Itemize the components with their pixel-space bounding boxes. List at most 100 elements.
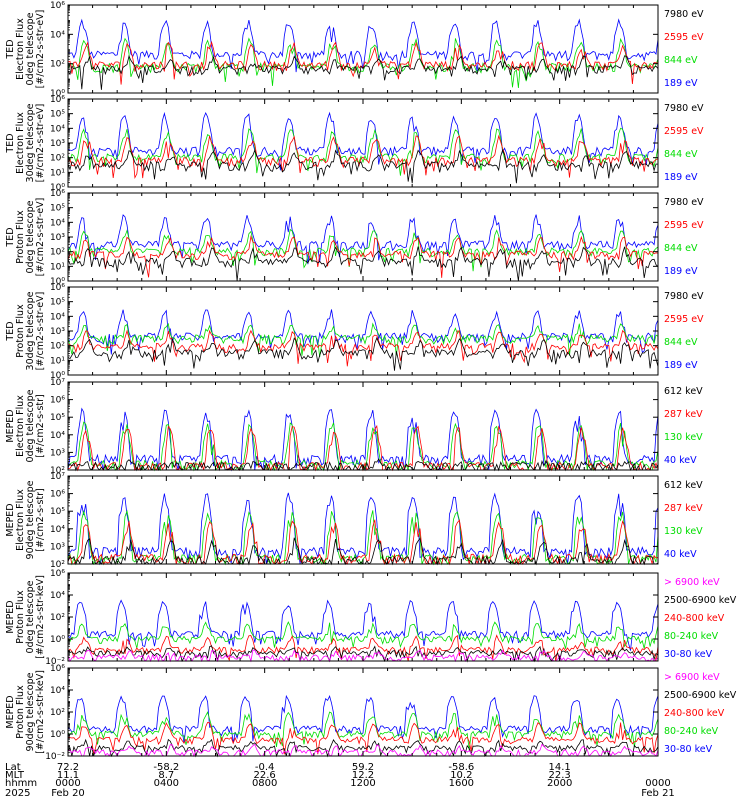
series-line-7980-eV [67, 336, 659, 371]
y-axis-label-line: Electron Flux [15, 18, 26, 80]
y-tick-label: 10⁴ [50, 124, 65, 134]
time-axis-lat-label: 14.1 [549, 762, 571, 773]
y-tick-label: 10² [50, 154, 65, 164]
y-axis-label-line: TED [5, 227, 16, 247]
y-tick-label: 10⁶ [50, 283, 65, 293]
panel-1: 10⁰ 10² 10⁴ 10⁶ TED Electron Flux 0deg telesco… [5, 1, 704, 99]
series-line-7980-eV [67, 148, 659, 184]
series-line-2595-eV [67, 235, 659, 278]
legend-entry: 844 eV [664, 149, 698, 160]
y-tick-label: 10¹ [50, 168, 65, 178]
series-line-189-eV [67, 111, 659, 171]
y-tick-label: 10⁰ [50, 89, 65, 99]
series-line-80-240-keV [67, 621, 659, 649]
time-axis-lat-label: 72.2 [57, 762, 79, 773]
series-line-130-keV [67, 509, 659, 566]
y-tick-label: 10⁴ [50, 431, 65, 441]
y-axis-label-line: [#/cm2-s-str-keV] [35, 670, 46, 754]
series-line-7980-eV [67, 246, 659, 282]
y-axis-label-line: Proton Flux [15, 590, 26, 644]
legend-entry: 612 keV [664, 386, 703, 397]
legend-entry: 30-80 keV [664, 649, 713, 660]
series-line-844-eV [67, 228, 659, 272]
series-line-2595-eV [67, 40, 659, 85]
y-tick-label: 10² [50, 613, 65, 623]
time-axis-mlt-label: 10.2 [450, 770, 472, 781]
y-axis-label-line: 0deg telescope [25, 580, 36, 653]
legend-entry: 2595 eV [664, 314, 704, 325]
y-tick-label: 10⁶ [50, 95, 65, 105]
series-line-844-eV [67, 127, 659, 176]
legend-entry: 7980 eV [664, 197, 704, 208]
legend-entry: > 6900 keV [664, 672, 720, 683]
y-tick-label: 10⁰ [50, 635, 65, 645]
legend-entry: 189 eV [664, 266, 698, 277]
time-axis-hhmm-label: 0000 [55, 778, 80, 789]
legend-entry: 30-80 keV [664, 744, 713, 755]
series-line-189-eV [67, 309, 659, 355]
y-tick-label: 10² [50, 560, 65, 570]
y-axis-label-line: Proton Flux [15, 210, 26, 264]
legend-entry: 612 keV [664, 480, 703, 491]
series-line-240-800-keV [67, 634, 659, 662]
y-tick-label: 10⁰ [50, 371, 65, 381]
y-axis-label-line: 90deg telescope [25, 672, 36, 751]
plot-frame [67, 381, 659, 471]
y-axis-label-line: 0deg telescope [25, 200, 36, 273]
legend-entry: 7980 eV [664, 9, 704, 20]
legend-entry: 2595 eV [664, 32, 704, 43]
y-tick-label: 10⁵ [50, 204, 65, 214]
time-axis-hhmm-label: 0400 [154, 778, 179, 789]
y-axis-label-line: [#/cm2-s-str-eV] [35, 198, 46, 277]
legend-entry: 189 eV [664, 360, 698, 371]
series-line-287-keV [67, 519, 659, 566]
y-tick-label: 10⁴ [50, 686, 65, 696]
series-line-130-keV [67, 421, 659, 472]
y-tick-label: 10⁶ [50, 396, 65, 406]
y-tick-label: 10⁴ [50, 218, 65, 228]
y-axis-label-line: Proton Flux [15, 304, 26, 358]
legend-entry: 2500-6900 keV [664, 595, 737, 606]
y-tick-label: 10⁰ [50, 730, 65, 740]
y-tick-label: 10⁴ [50, 30, 65, 40]
y-tick-label: 10⁵ [50, 413, 65, 423]
series-line-2595-eV [67, 329, 659, 367]
legend-entry: 130 keV [664, 432, 703, 443]
plot-frame [67, 667, 659, 757]
y-tick-label: 10⁶ [50, 569, 65, 579]
panel-3: 10⁰ 10¹ 10² 10³ 10⁴ 10⁵ 10⁶ TED Proton Flux 0deg … [5, 189, 704, 287]
axis-row-label-mlt: MLT [5, 770, 25, 781]
time-axis-hhmm-label: 0000 [645, 778, 670, 789]
axis-row-label-lat: Lat [5, 762, 21, 773]
y-axis-label-line: TED [5, 321, 16, 341]
axis-row-label-hhmm: hhmm [5, 778, 37, 789]
y-tick-label: 10³ [50, 139, 65, 149]
legend-entry: 240-800 keV [664, 613, 725, 624]
y-tick-label: 10² [50, 342, 65, 352]
series-line-80-240-keV [67, 711, 659, 750]
series-line-189-eV [67, 18, 659, 73]
y-tick-label: 10⁻² [45, 657, 65, 667]
y-axis-label-line: Electron Flux [15, 395, 26, 457]
y-tick-label: 10⁵ [50, 110, 65, 120]
y-tick-label: 10¹ [50, 356, 65, 366]
legend-entry: 189 eV [664, 78, 698, 89]
y-tick-label: 10² [50, 466, 65, 476]
y-axis-label-line: MEPED [5, 600, 16, 633]
y-tick-label: 10⁻² [45, 752, 65, 762]
time-axis-lat-label: -58.2 [153, 762, 179, 773]
plot-frame [67, 192, 659, 282]
legend-entry: 40 keV [664, 455, 697, 466]
y-tick-label: 10⁰ [50, 183, 65, 193]
legend-entry: 189 eV [664, 172, 698, 183]
y-tick-label: 10⁶ [50, 490, 65, 500]
y-tick-label: 10⁴ [50, 591, 65, 601]
time-axis-mlt-label: 12.2 [352, 770, 374, 781]
y-tick-label: 10⁵ [50, 507, 65, 517]
y-tick-label: 10⁷ [50, 472, 65, 482]
legend-entry: 844 eV [664, 243, 698, 254]
y-axis-label-line: Electron Flux [15, 489, 26, 551]
y-tick-label: 10⁶ [50, 664, 65, 674]
y-tick-label: 10⁷ [50, 378, 65, 388]
